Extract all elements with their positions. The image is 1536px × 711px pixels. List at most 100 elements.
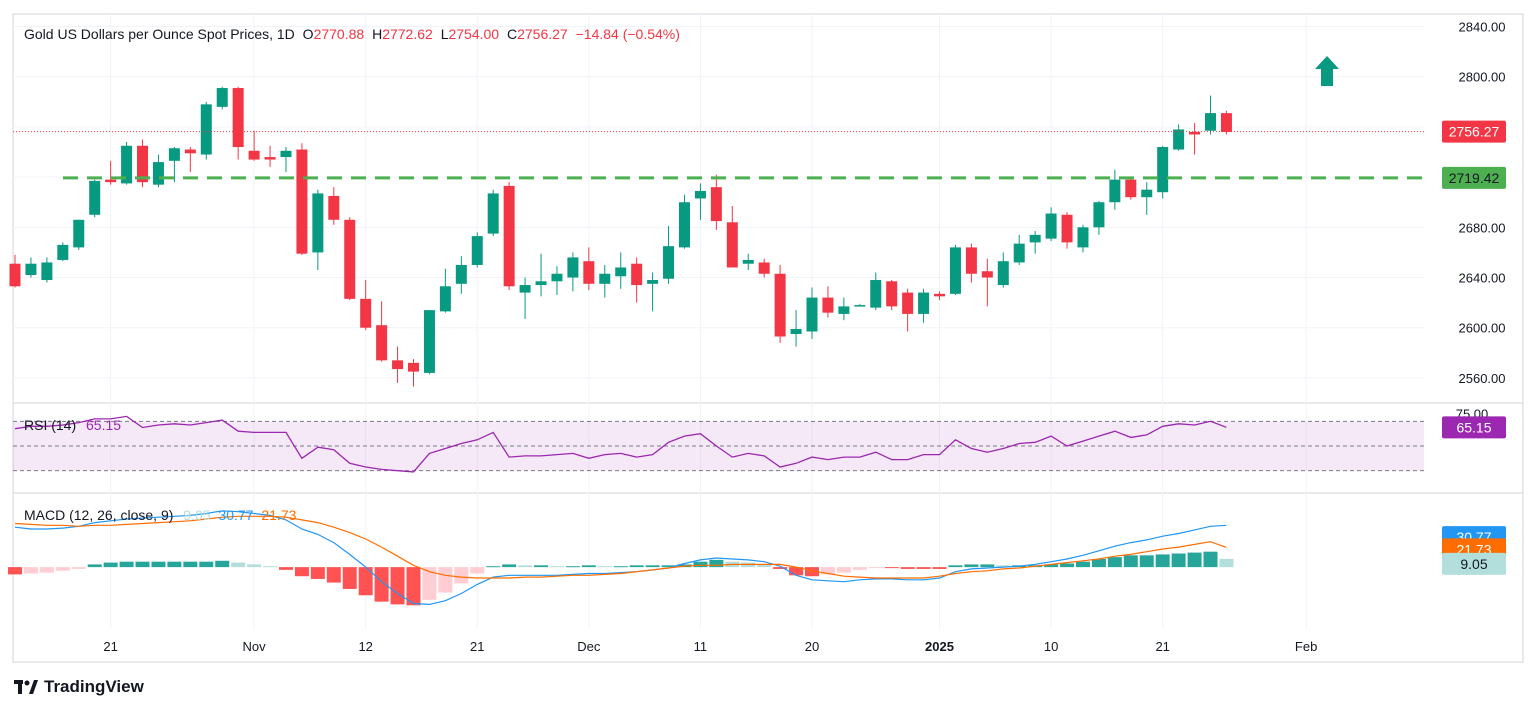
macd-legend: MACD (12, 26, close, 9) 9.05 30.77 21.73: [24, 507, 296, 523]
candle-up: [25, 263, 37, 276]
candle-up: [57, 244, 69, 260]
candle-down: [248, 150, 260, 160]
candle-up: [168, 148, 180, 161]
candle-up: [615, 267, 627, 277]
macd-histogram-bar: [709, 559, 724, 568]
up-arrow-icon: [1315, 56, 1339, 86]
candle-up: [1157, 147, 1169, 193]
macd-histogram-bar: [39, 567, 54, 573]
macd-histogram-bar: [294, 567, 309, 577]
candle-up: [1013, 243, 1025, 263]
high-label: H: [372, 26, 383, 42]
last-price-badge: 2756.27: [1449, 124, 1500, 140]
macd-histogram-bar: [103, 562, 118, 568]
macd-histogram-bar: [534, 565, 549, 568]
tradingview-logo-icon: [14, 680, 38, 694]
change-value: −14.84 (−0.54%): [575, 26, 680, 42]
axes: 2840.002800.002760.002720.002680.002640.…: [103, 20, 1505, 654]
macd-histogram-bar: [8, 567, 22, 575]
macd-histogram-bar: [1203, 551, 1218, 568]
candle-up: [870, 280, 882, 308]
macd-histogram-bar: [1123, 555, 1138, 568]
rsi-legend: RSI (14) 65.15: [24, 417, 121, 433]
macd-signal-line: [14, 515, 1227, 579]
candle-up: [519, 285, 531, 293]
candle-up: [663, 246, 675, 279]
candle-up: [439, 286, 451, 312]
rsi-label: RSI (14): [24, 417, 77, 433]
time-tick-label: 21: [103, 639, 117, 654]
candle-up: [1205, 113, 1216, 131]
macd-histogram-bar: [1091, 558, 1106, 568]
candle-up: [216, 88, 228, 107]
candle-down: [822, 297, 834, 313]
macd-histogram-bar: [358, 567, 373, 596]
candle-up: [41, 262, 53, 281]
tradingview-logo[interactable]: TradingView: [14, 677, 144, 697]
macd-histogram-bar: [661, 565, 676, 568]
candle-down: [344, 219, 356, 299]
candle-down: [137, 145, 149, 183]
grid-lines: [12, 13, 1524, 663]
macd-histogram-bar: [119, 561, 134, 568]
candle-up: [1029, 234, 1041, 243]
macd-histogram-bar: [980, 564, 995, 568]
candle-up: [949, 247, 961, 294]
macd-histogram-bar: [789, 567, 804, 576]
candle-up: [312, 193, 324, 253]
candle-down: [264, 157, 276, 160]
rsi-value-badge-bg: [1442, 416, 1506, 439]
time-tick-label: Dec: [577, 639, 601, 654]
candlestick-series: [9, 86, 1232, 387]
macd-histogram-bar: [629, 565, 644, 568]
candle-up: [471, 236, 483, 265]
candle-down: [296, 149, 308, 254]
candle-up: [200, 104, 212, 155]
macd-histogram-bar: [820, 567, 835, 575]
macd-histogram-bar: [374, 567, 389, 602]
macd-label: MACD (12, 26, close, 9): [24, 507, 174, 523]
macd-histogram-bar: [231, 562, 246, 568]
macd-histogram-bar: [326, 567, 341, 583]
macd-histogram-bar: [87, 564, 102, 568]
macd-histogram-bar: [342, 567, 357, 589]
time-tick-label: Nov: [243, 639, 267, 654]
price-tick-label: 2600.00: [1459, 321, 1506, 336]
candle-down: [328, 195, 340, 220]
candle-down: [631, 263, 643, 286]
macd-histogram-bar: [932, 567, 947, 569]
macd-histogram-bar: [406, 567, 421, 606]
candle-up: [567, 257, 579, 278]
candle-down: [503, 185, 515, 287]
rsi-line: [14, 415, 1227, 473]
macd-histogram-bar: [1139, 555, 1154, 568]
macd-histogram-bar: [1107, 557, 1122, 568]
macd-histogram-bar: [1075, 561, 1090, 568]
support-level-badge: 2719.42: [1449, 170, 1500, 186]
macd-histogram-bar: [454, 567, 469, 584]
time-tick-label: 10: [1044, 639, 1058, 654]
candle-down: [583, 261, 595, 284]
candle-up: [1141, 189, 1153, 198]
macd-line-value: 30.77: [218, 507, 254, 523]
macd-histogram-bar: [900, 567, 915, 569]
candle-down: [1061, 214, 1073, 243]
candle-up: [806, 297, 818, 332]
macd-histogram-bar: [581, 565, 596, 568]
macd-histogram-bar: [183, 561, 198, 568]
candle-up: [647, 280, 659, 284]
macd-histogram-bar: [422, 567, 437, 600]
candle-up: [89, 180, 101, 215]
macd-histogram-bar: [151, 561, 166, 568]
macd-histogram-bar: [597, 566, 612, 568]
candle-down: [392, 360, 404, 370]
macd-histogram-bar: [1187, 552, 1202, 568]
macd-histogram-bar: [852, 567, 867, 570]
close-label: C: [506, 26, 518, 42]
candle-up: [1077, 227, 1089, 248]
symbol-title: Gold US Dollars per Ounce Spot Prices, 1…: [24, 26, 295, 42]
macd-histogram-bar: [948, 565, 963, 568]
time-tick-label: 12: [358, 639, 372, 654]
